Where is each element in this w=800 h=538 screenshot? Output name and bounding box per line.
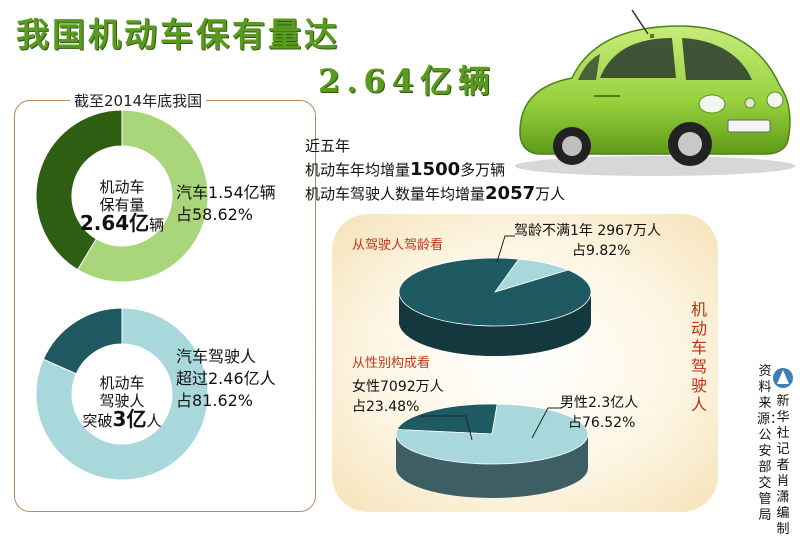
pie3-slice-pct: 占9.82% — [572, 243, 631, 259]
donut2-center-value: 3亿 — [112, 407, 147, 431]
pie3d-canvas — [395, 235, 592, 498]
stats-line3-pre: 机动车驾驶人数量年均增量 — [305, 185, 486, 203]
donut2-hole — [72, 344, 172, 444]
pie4-female-pct: 占23.48% — [352, 399, 420, 415]
title-line-1: 我国机动车保有量达 — [16, 15, 340, 54]
chart-canvas — [35, 109, 209, 481]
pie4-male-label: 男性2.3亿人 — [560, 395, 639, 411]
stats-line3-num: 2057 — [485, 183, 536, 204]
pie4-heading: 从性别构成看 — [352, 356, 431, 371]
pie4-male-leader — [531, 407, 562, 439]
pie3-slice-label: 驾龄不满1年 2967万人 — [514, 223, 661, 239]
stats-line3-post: 万人 — [535, 185, 566, 203]
stats-line2: 机动车年均增量1500多万辆 — [305, 158, 565, 182]
donut1-center-unit: 辆 — [149, 216, 165, 234]
stats-line2-num: 1500 — [410, 159, 461, 180]
stats-line2-pre: 机动车年均增量 — [305, 161, 411, 179]
pie3-slice-1-wall — [399, 292, 591, 356]
donut2-center-line1: 机动车 — [99, 374, 145, 392]
pie3-heading: 从驾驶人驾龄看 — [352, 238, 444, 253]
donut2-label: 汽车驾驶人 — [176, 347, 257, 366]
donut1-center: 机动车 保有量 2.64亿辆 — [72, 178, 172, 234]
donut1-center-line1: 机动车 — [99, 178, 145, 196]
donut2-center-prefix: 突破 — [82, 412, 113, 430]
donut1-label: 汽车1.54亿辆 — [176, 183, 276, 202]
donut2-slice-label: 汽车驾驶人 超过2.46亿人 占81.62% — [176, 346, 276, 412]
pie4-male-pct: 占76.52% — [568, 415, 636, 431]
pie3-slice-1 — [398, 257, 592, 327]
stats-line3: 机动车驾驶人数量年均增量2057万人 — [305, 182, 565, 206]
title-line-2: 2.64亿辆 — [318, 62, 496, 100]
donut1-center-value: 2.64亿 — [79, 211, 150, 235]
donut2-label2: 超过2.46亿人 — [176, 369, 276, 388]
donut2-center-unit: 人 — [146, 412, 162, 430]
pie4-side — [396, 434, 588, 498]
source-column: 资料来源：公安部交管局 — [757, 364, 784, 523]
left-section-caption: 截至2014年底我国 — [70, 90, 207, 111]
donut2-pct: 占81.62% — [176, 391, 254, 410]
donut1-center-value-row: 2.64亿辆 — [72, 211, 172, 235]
pie4-slice-0 — [396, 403, 498, 435]
donut2-center-line2: 驾驶人 — [99, 392, 145, 410]
five-year-stats: 近五年 机动车年均增量1500多万辆 机动车驾驶人数量年均增量2057万人 — [305, 134, 565, 206]
credit-column: 新华社记者肖潇编制 — [776, 394, 790, 537]
pie4-female-leader — [420, 415, 473, 441]
pie4-slice-1 — [395, 403, 589, 465]
stats-line1: 近五年 — [305, 137, 351, 155]
donut1-slice-label: 汽车1.54亿辆 占58.62% — [176, 182, 276, 226]
donut2-center: 机动车 驾驶人 突破3亿人 — [72, 374, 172, 430]
stats-line2-post: 多万辆 — [460, 161, 506, 179]
pie4-female-label: 女性7092万人 — [352, 379, 444, 395]
donut1-hole — [72, 146, 172, 246]
donut2-center-value-row: 突破3亿人 — [72, 407, 172, 431]
pie3-leader-line — [496, 235, 515, 263]
donut1-pct: 占58.62% — [176, 205, 254, 224]
vertical-label-drivers: 机动车驾驶人 — [690, 300, 707, 414]
donut1-center-line2: 保有量 — [99, 196, 145, 214]
